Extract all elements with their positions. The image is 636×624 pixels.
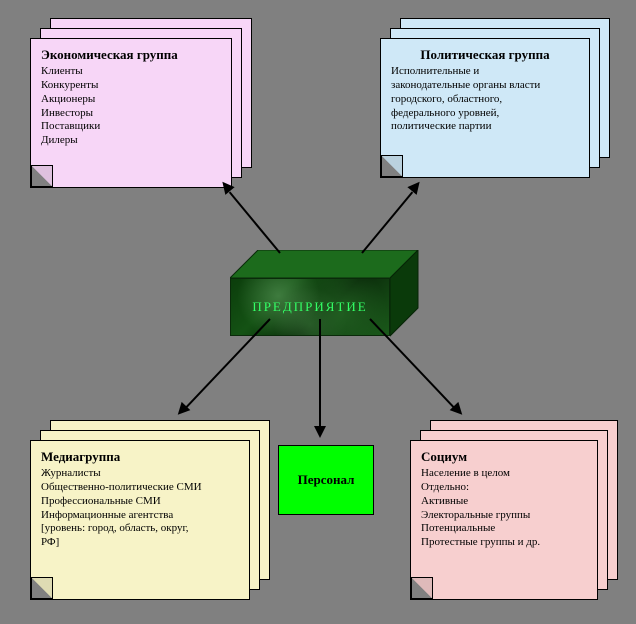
group-media-item: Профессиональные СМИ [41, 495, 239, 509]
group-economic-item: Акционеры [41, 93, 221, 107]
enterprise-box-front: ПРЕДПРИЯТИЕ [230, 278, 390, 336]
arrow-3-head [314, 426, 326, 438]
group-socium-items: Население в целомОтдельно:АктивныеЭлекто… [421, 467, 587, 550]
group-political-content: Политическая группа Исполнительные изакон… [381, 39, 589, 177]
group-economic-items: КлиентыКонкурентыАкционерыИнвесторыПоста… [41, 65, 221, 148]
enterprise-label: ПРЕДПРИЯТИЕ [252, 299, 367, 315]
group-socium-item: Население в целом [421, 467, 587, 481]
group-media-item: Информационные агентства [41, 509, 239, 523]
group-political-item: законодательные органы власти [391, 79, 579, 93]
enterprise-box: ПРЕДПРИЯТИЕ [230, 250, 418, 336]
group-political-item: политические партии [391, 120, 579, 134]
group-socium-item: Потенциальные [421, 522, 587, 536]
group-economic-sheet: Экономическая группа КлиентыКонкурентыАкц… [30, 38, 232, 188]
arrow-2 [186, 318, 271, 408]
personnel-label: Персонал [298, 472, 355, 488]
group-economic-item: Клиенты [41, 65, 221, 79]
group-economic-item: Поставщики [41, 120, 221, 134]
group-media-item: РФ] [41, 536, 239, 550]
group-media-item: Общественно-политические СМИ [41, 481, 239, 495]
group-media-sheet: Медиагруппа ЖурналистыОбщественно-политич… [30, 440, 250, 600]
group-political-title: Политическая группа [391, 47, 579, 63]
group-socium-title: Социум [421, 449, 587, 465]
group-political-items: Исполнительные изаконодательные органы в… [391, 65, 579, 134]
group-media-items: ЖурналистыОбщественно-политические СМИПр… [41, 467, 239, 550]
group-socium-sheet: Социум Население в целомОтдельно:Активные… [410, 440, 598, 600]
group-media-title: Медиагруппа [41, 449, 239, 465]
group-socium-item: Активные [421, 495, 587, 509]
group-socium: Социум Население в целомОтдельно:Активные… [410, 420, 618, 600]
group-political-item: городского, областного, [391, 93, 579, 107]
group-economic-item: Инвесторы [41, 107, 221, 121]
diagram-canvas: Экономическая группа КлиентыКонкурентыАкц… [0, 0, 636, 624]
personnel-box: Персонал [278, 445, 374, 515]
group-economic-item: Конкуренты [41, 79, 221, 93]
enterprise-box-side [390, 250, 420, 338]
group-socium-item: Электоральные группы [421, 509, 587, 523]
group-political-item: Исполнительные и [391, 65, 579, 79]
group-economic-item: Дилеры [41, 134, 221, 148]
group-socium-content: Социум Население в целомОтдельно:Активные… [411, 441, 597, 599]
group-media-item: Журналисты [41, 467, 239, 481]
group-media-content: Медиагруппа ЖурналистыОбщественно-политич… [31, 441, 249, 599]
arrow-1 [361, 192, 413, 254]
group-economic: Экономическая группа КлиентыКонкурентыАкц… [30, 18, 252, 188]
arrow-3 [319, 319, 321, 427]
group-political: Политическая группа Исполнительные изакон… [380, 18, 610, 178]
group-political-item: федерального уровней, [391, 107, 579, 121]
group-economic-content: Экономическая группа КлиентыКонкурентыАкц… [31, 39, 231, 187]
group-political-sheet: Политическая группа Исполнительные изакон… [380, 38, 590, 178]
arrow-0 [229, 192, 281, 254]
group-socium-item: Протестные группы и др. [421, 536, 587, 550]
group-media-item: [уровень: город, область, округ, [41, 522, 239, 536]
group-socium-item: Отдельно: [421, 481, 587, 495]
group-media: Медиагруппа ЖурналистыОбщественно-политич… [30, 420, 270, 600]
group-economic-title: Экономическая группа [41, 47, 221, 63]
